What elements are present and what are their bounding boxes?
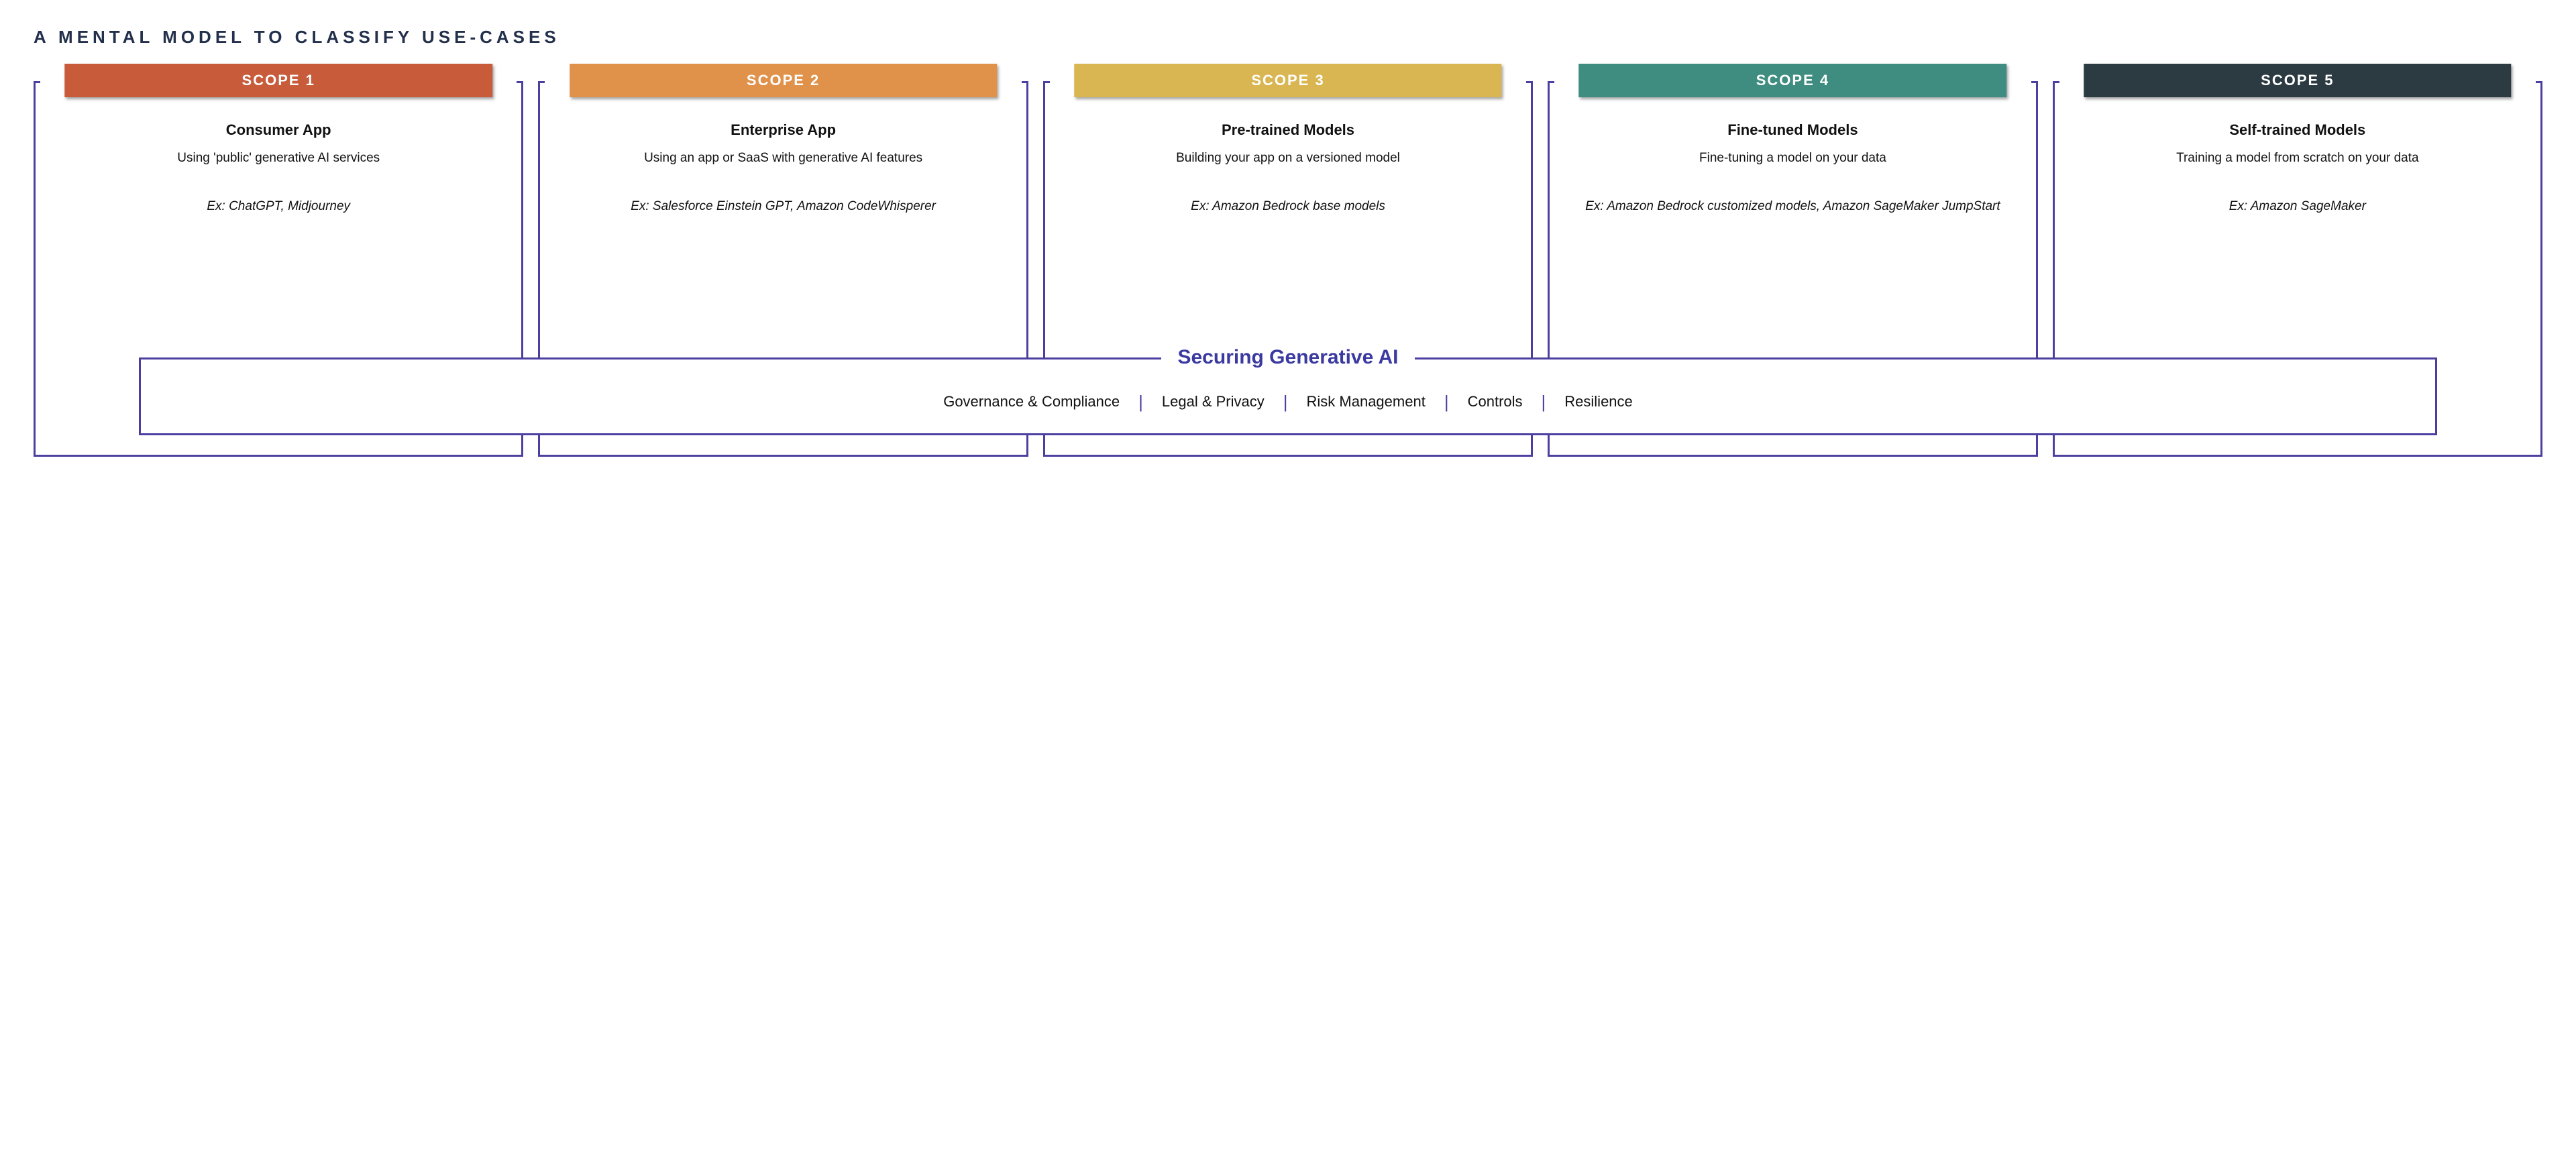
scope-description: Training a model from scratch on your da…: [2065, 150, 2530, 167]
scope-example: Ex: Amazon Bedrock customized models, Am…: [1560, 198, 2025, 215]
pillar-separator-icon: |: [1138, 393, 1143, 410]
pillar-separator-icon: |: [1542, 393, 1546, 410]
scope-description: Using an app or SaaS with generative AI …: [551, 150, 1015, 167]
pillar-item: Risk Management: [1307, 393, 1426, 410]
securing-title: Securing Generative AI: [1161, 346, 1414, 369]
scope-title: Self-trained Models: [2065, 121, 2530, 139]
scope-example: Ex: Amazon Bedrock base models: [1056, 198, 1520, 215]
pillar-separator-icon: |: [1283, 393, 1288, 410]
pillar-item: Resilience: [1564, 393, 1633, 410]
scoping-diagram: SCOPE 1 Consumer App Using 'public' gene…: [34, 81, 2542, 457]
scope-badge: SCOPE 3: [1074, 64, 1501, 97]
scope-example: Ex: Amazon SageMaker: [2065, 198, 2530, 215]
pillar-item: Controls: [1468, 393, 1523, 410]
scope-title: Consumer App: [46, 121, 511, 139]
pillar-separator-icon: |: [1444, 393, 1449, 410]
scope-description: Building your app on a versioned model: [1056, 150, 1520, 167]
scope-badge: SCOPE 2: [570, 64, 997, 97]
pillar-item: Governance & Compliance: [943, 393, 1120, 410]
scope-title: Fine-tuned Models: [1560, 121, 2025, 139]
securing-pillars: Governance & Compliance | Legal & Privac…: [154, 393, 2422, 410]
page-subtitle: A MENTAL MODEL TO CLASSIFY USE-CASES: [34, 27, 2542, 48]
scope-description: Using 'public' generative AI services: [46, 150, 511, 167]
scope-title: Pre-trained Models: [1056, 121, 1520, 139]
pillar-item: Legal & Privacy: [1162, 393, 1265, 410]
securing-box: Securing Generative AI Governance & Comp…: [139, 357, 2437, 435]
scope-badge: SCOPE 1: [64, 64, 492, 97]
scope-description: Fine-tuning a model on your data: [1560, 150, 2025, 167]
scope-example: Ex: Salesforce Einstein GPT, Amazon Code…: [551, 198, 1015, 215]
scope-badge: SCOPE 4: [1579, 64, 2006, 97]
scope-example: Ex: ChatGPT, Midjourney: [46, 198, 511, 215]
scope-title: Enterprise App: [551, 121, 1015, 139]
scope-badge: SCOPE 5: [2084, 64, 2511, 97]
